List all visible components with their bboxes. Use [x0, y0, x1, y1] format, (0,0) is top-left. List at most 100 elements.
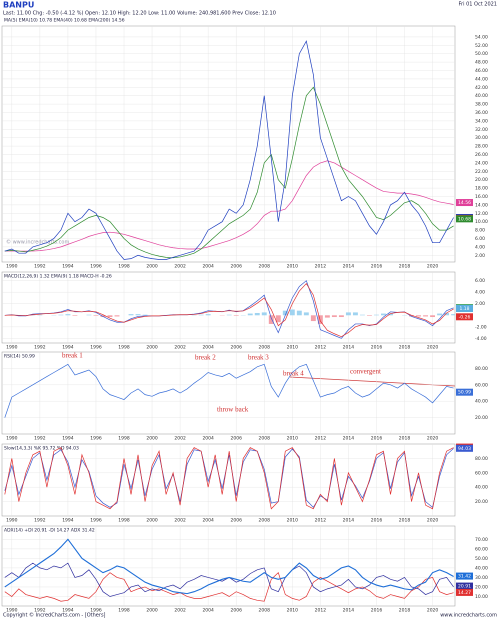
- x-tick-label: 1994: [62, 345, 74, 351]
- y-tick-label: -4.00: [475, 336, 487, 342]
- histogram-bar: [451, 314, 455, 316]
- histogram-bar: [352, 312, 358, 316]
- x-tick-label: 2004: [202, 436, 214, 442]
- annotation: break 4: [283, 370, 304, 378]
- x-tick-label: 2018: [399, 608, 411, 614]
- x-tick-label: 2018: [399, 264, 411, 270]
- x-tick-label: 1990: [6, 518, 18, 524]
- x-tick-label: 2012: [315, 608, 327, 614]
- y-tick-label: 18.00: [475, 186, 488, 192]
- x-tick-label: 2008: [259, 345, 271, 351]
- panel-title: ADX(14) +DI 20.91 -DI 14.27 ADX 31.42: [4, 528, 95, 534]
- x-tick-label: 1992: [34, 608, 46, 614]
- x-tick-label: 2010: [287, 518, 299, 524]
- histogram-bar: [86, 314, 92, 316]
- end-label: 94.03: [458, 446, 471, 452]
- y-tick-label: 48.00: [475, 60, 488, 66]
- y-tick-label: 50.00: [475, 556, 488, 562]
- x-tick-label: 2004: [202, 264, 214, 270]
- histogram-bar: [275, 315, 281, 323]
- copyright: Copyright © IncredCharts.com - [Others]: [3, 612, 106, 619]
- y-tick-label: 14.00: [475, 202, 488, 208]
- histogram-bar: [317, 315, 323, 324]
- y-tick-label: 10.00: [475, 594, 488, 600]
- plot-area: [4, 40, 454, 260]
- x-tick-label: 1992: [34, 436, 46, 442]
- histogram-bar: [331, 315, 337, 318]
- histogram-bar: [128, 314, 134, 316]
- y-tick-label: -2.00: [475, 324, 487, 330]
- y-tick-label: 2.00: [475, 301, 485, 307]
- y-tick-label: 30.00: [475, 575, 488, 581]
- x-tick-label: 2010: [287, 264, 299, 270]
- x-tick-label: 2008: [259, 436, 271, 442]
- x-tick-label: 2012: [315, 264, 327, 270]
- x-tick-label: 2020: [427, 608, 439, 614]
- end-label: 1.18: [459, 306, 469, 312]
- x-tick-label: 1996: [90, 608, 102, 614]
- x-tick-label: 2004: [202, 608, 214, 614]
- x-tick-label: 1996: [90, 345, 102, 351]
- x-tick-label: 2014: [343, 608, 355, 614]
- x-tick-label: 2004: [202, 345, 214, 351]
- annotation: break 1: [62, 352, 83, 360]
- annotation: break 3: [248, 354, 269, 362]
- histogram-bar: [437, 313, 443, 316]
- site: www.incredcharts.com: [440, 613, 497, 619]
- plot-area: [4, 280, 455, 339]
- x-tick-label: 2016: [371, 345, 383, 351]
- x-tick-label: 1996: [90, 436, 102, 442]
- trend-line: [289, 376, 456, 387]
- y-tick-label: 24.00: [475, 160, 488, 166]
- x-tick-label: 1994: [62, 518, 74, 524]
- x-tick-label: 2018: [399, 518, 411, 524]
- y-tick-label: 70.00: [475, 537, 488, 543]
- end-label: 14.27: [458, 590, 471, 596]
- x-tick-label: 2006: [230, 436, 242, 442]
- x-tick-label: 2010: [287, 345, 299, 351]
- histogram-bar: [93, 315, 99, 316]
- histogram-bar: [282, 310, 288, 316]
- x-tick-label: 2012: [315, 345, 327, 351]
- y-tick-label: 80.00: [475, 366, 488, 372]
- x-tick-label: 1992: [34, 345, 46, 351]
- x-tick-label: 1994: [62, 608, 74, 614]
- panel-frame: [1, 525, 456, 607]
- x-tick-label: 2020: [427, 518, 439, 524]
- histogram-bar: [114, 315, 120, 317]
- y-tick-label: 20.00: [475, 584, 488, 590]
- histogram-bar: [388, 313, 393, 316]
- histogram-bar: [423, 315, 429, 317]
- end-label: 20.91: [458, 584, 471, 590]
- plot-area: [4, 538, 454, 602]
- x-tick-label: 2020: [427, 345, 439, 351]
- panel-title: RSI(14) 50.99: [4, 354, 35, 360]
- x-tick-label: 2002: [174, 436, 186, 442]
- panel-frame: [1, 271, 456, 344]
- histogram-bar: [366, 315, 372, 316]
- x-tick-label: 1998: [118, 518, 130, 524]
- x-tick-label: 1990: [6, 608, 18, 614]
- panel-title: Slow(14,3,3) %K 95.72 %D 94.03: [4, 446, 79, 452]
- x-tick-label: 2002: [174, 345, 186, 351]
- histogram-bar: [409, 315, 414, 317]
- x-tick-label: 2000: [146, 436, 158, 442]
- y-tick-label: 26.00: [475, 152, 488, 158]
- histogram-bar: [198, 314, 204, 316]
- series-line: [4, 160, 454, 252]
- histogram-bar: [261, 312, 267, 316]
- annotation: convergent: [350, 368, 381, 376]
- y-tick-label: 28.00: [475, 144, 488, 150]
- x-tick-label: 1994: [62, 264, 74, 270]
- panel-title: MACD(12,26,9) 1.32 EMA(9) 1.18 MACD-H -0…: [4, 274, 112, 280]
- x-tick-label: 1990: [6, 345, 18, 351]
- symbol: BANPU: [3, 1, 34, 10]
- series-line: [4, 40, 454, 260]
- histogram-bar: [345, 312, 351, 316]
- end-label-box: [456, 572, 473, 580]
- x-tick-label: 2012: [315, 436, 327, 442]
- annotation: break 2: [195, 354, 216, 362]
- y-tick-label: 40.00: [475, 93, 488, 99]
- histogram-bar: [296, 310, 302, 316]
